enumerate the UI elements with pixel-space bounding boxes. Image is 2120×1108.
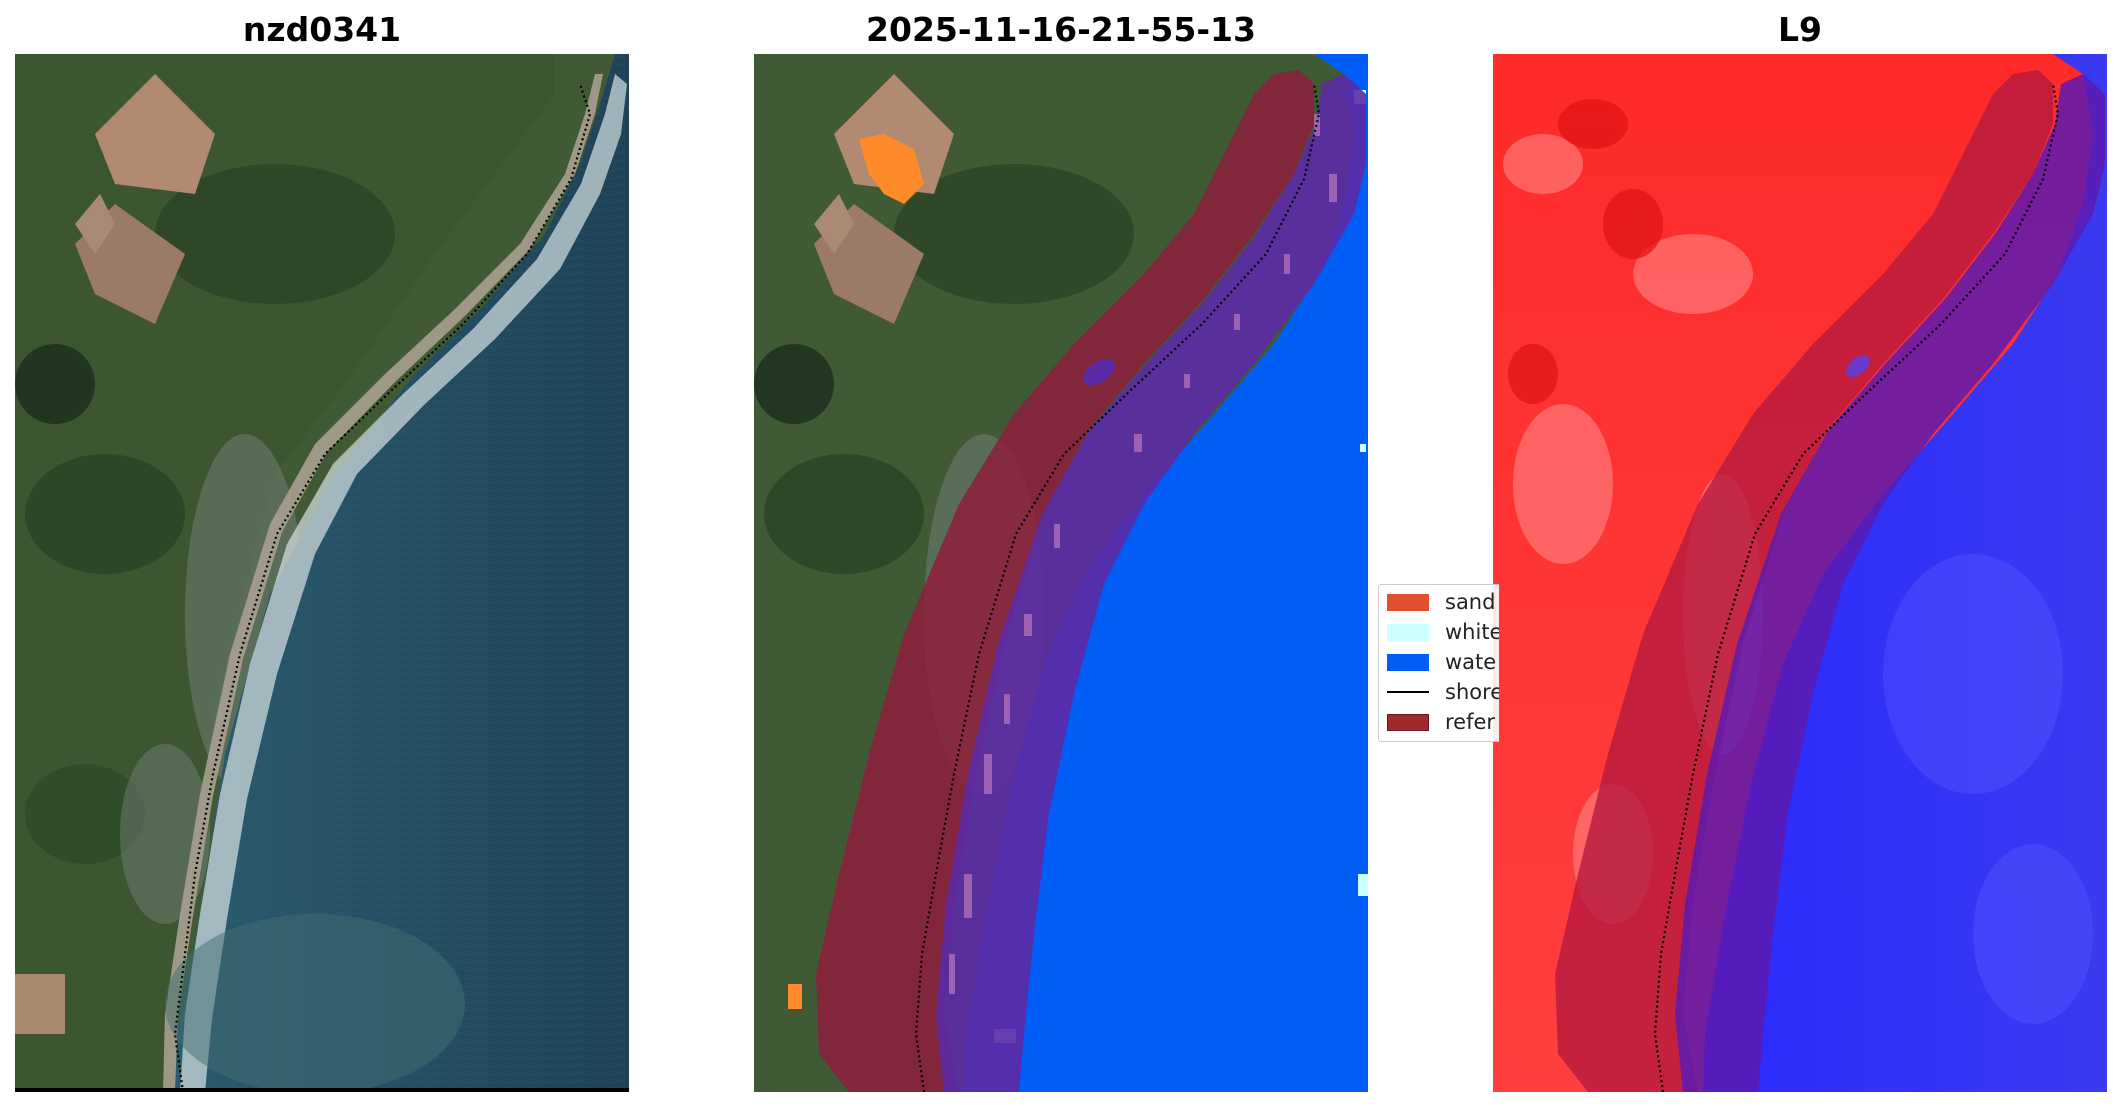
panel-title-classified: 2025-11-16-21-55-13 — [866, 10, 1256, 49]
panel-title-rgb: nzd0341 — [242, 10, 402, 49]
legend-item-reference: refer — [1387, 709, 1499, 735]
shoreline — [914, 83, 1321, 1092]
sand-patch — [788, 984, 802, 1009]
legend: sand white wate shore refer — [1378, 584, 1499, 742]
legend-label-sand: sand — [1445, 590, 1496, 614]
rgb-image-panel — [15, 54, 629, 1092]
water-region — [964, 54, 1368, 1092]
panel-title-index: L9 — [1778, 10, 1822, 49]
index-image-panel — [1493, 54, 2107, 1092]
legend-item-shoreline: shore — [1387, 679, 1499, 705]
legend-label-water: wate — [1445, 650, 1497, 674]
legend-label-whitewater: white — [1445, 620, 1499, 644]
legend-label-reference: refer — [1445, 710, 1496, 734]
legend-item-water: wate — [1387, 649, 1499, 675]
index-image — [1493, 54, 2107, 1092]
legend-swatch-whitewater — [1387, 623, 1429, 641]
classified-image-panel — [754, 54, 1368, 1092]
rgb-image — [15, 54, 629, 1092]
reference-buffer — [816, 70, 1314, 1092]
legend-swatch-reference — [1387, 713, 1429, 731]
legend-line-shoreline — [1387, 690, 1429, 694]
reference-buffer-seaward — [936, 74, 1366, 1092]
legend-label-shoreline: shore — [1445, 680, 1499, 704]
legend-swatch-sand — [1387, 593, 1429, 611]
classified-image — [754, 54, 1368, 1092]
sand-patch — [859, 134, 924, 204]
legend-swatch-water — [1387, 653, 1429, 671]
legend-item-whitewater: white — [1387, 619, 1499, 645]
legend-item-sand: sand — [1387, 589, 1499, 615]
